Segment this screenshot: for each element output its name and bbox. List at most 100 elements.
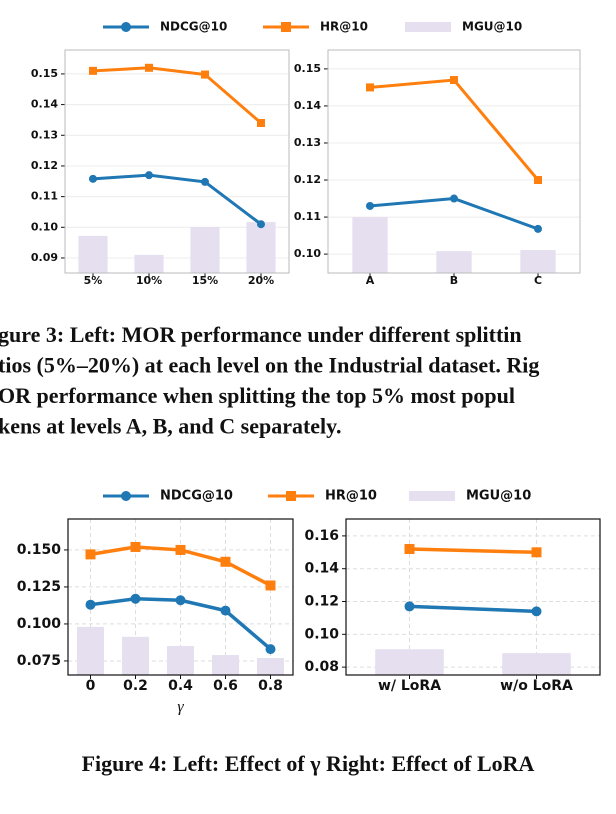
x-tick-label: 20% [248, 274, 274, 287]
marker [175, 544, 186, 555]
marker [220, 556, 231, 567]
y-tick-label: 0.11 [31, 190, 58, 203]
x-tick-label: 0 [86, 678, 96, 694]
marker [366, 201, 374, 210]
x-tick-label: C [534, 274, 542, 287]
marker [89, 66, 97, 75]
x-axis-label: γ [177, 699, 184, 716]
caption-line: kens at levels A, B, and C separately. [0, 414, 341, 439]
legend-label: HR@10 [320, 20, 368, 34]
x-tick-label: 0.6 [213, 678, 238, 694]
bar [436, 251, 472, 273]
bar [167, 645, 194, 675]
legend-marker [281, 22, 291, 32]
line [92, 173, 262, 226]
y-tick-label: 0.10 [294, 247, 321, 260]
y-tick-label: 0.10 [31, 220, 58, 233]
y-tick-label: 0.15 [294, 62, 321, 75]
caption-line: OR performance when splitting the top 5%… [0, 383, 515, 408]
caption-line: gure 3: Left: MOR performance under diff… [0, 322, 522, 347]
bar [77, 626, 104, 675]
y-tick-label: 0.11 [294, 210, 321, 223]
line [369, 197, 539, 231]
x-tick-label: B [450, 274, 458, 287]
marker [265, 644, 276, 655]
figure-4-caption: Figure 4: Left: Effect of γ Right: Effec… [82, 751, 535, 776]
marker [531, 606, 542, 617]
marker [257, 220, 265, 229]
marker [201, 70, 209, 79]
y-tick-label: 0.15 [31, 67, 58, 80]
plot-frame [327, 49, 581, 274]
marker [220, 605, 231, 616]
marker [265, 580, 276, 591]
line [92, 66, 262, 125]
legend-marker [286, 491, 296, 501]
y-tick-label: 0.14 [304, 561, 339, 577]
x-tick-label: w/o LoRA [500, 678, 573, 694]
y-tick-label: 0.16 [304, 528, 339, 544]
bar [134, 254, 164, 273]
legend-swatch [409, 491, 455, 501]
y-tick-label: 0.13 [31, 128, 58, 141]
y-tick-label: 0.10 [304, 626, 339, 642]
legend-label: MGU@10 [466, 489, 531, 504]
y-tick-label: 0.12 [304, 594, 339, 610]
plot-frame [64, 49, 290, 274]
marker [531, 547, 542, 558]
legend-swatch [405, 22, 451, 32]
bar [352, 217, 388, 273]
marker [175, 595, 186, 606]
caption-line: tios (5%–20%) at each level on the Indus… [0, 353, 539, 378]
bar [78, 235, 108, 273]
legend-label: NDCG@10 [160, 20, 227, 34]
x-tick-label: 0.4 [168, 678, 193, 694]
marker [450, 76, 458, 85]
y-tick-label: 0.14 [31, 98, 58, 111]
legend-label: HR@10 [325, 489, 377, 504]
y-tick-label: 0.150 [17, 542, 62, 558]
marker [145, 171, 153, 180]
y-tick-label: 0.08 [304, 659, 339, 675]
x-tick-label: 10% [136, 274, 162, 287]
x-tick-label: 0.2 [123, 678, 148, 694]
bar [257, 657, 284, 675]
marker [534, 224, 542, 233]
legend-label: NDCG@10 [160, 489, 233, 504]
line [409, 604, 537, 614]
marker [404, 544, 415, 555]
bar [122, 636, 149, 675]
marker [257, 119, 265, 128]
marker [130, 593, 141, 604]
marker [85, 549, 96, 560]
marker [404, 601, 415, 612]
bar [190, 226, 220, 273]
y-tick-label: 0.12 [294, 173, 321, 186]
line [409, 547, 537, 555]
x-tick-label: 0.8 [258, 678, 283, 694]
legend-label: MGU@10 [462, 20, 522, 34]
marker [366, 83, 374, 92]
marker [534, 176, 542, 185]
marker [201, 177, 209, 186]
marker [85, 599, 96, 610]
legend-marker [121, 22, 131, 32]
line [369, 78, 540, 181]
y-tick-label: 0.14 [294, 99, 321, 112]
bar [246, 222, 276, 273]
bar [375, 649, 444, 675]
marker [130, 541, 141, 552]
bar [520, 250, 556, 273]
bar [212, 655, 239, 675]
y-tick-label: 0.125 [17, 579, 61, 595]
y-tick-label: 0.12 [31, 159, 58, 172]
plot-frame [345, 518, 601, 676]
x-tick-label: 5% [84, 274, 103, 287]
y-tick-label: 0.09 [31, 251, 58, 264]
plot-frame [67, 518, 294, 676]
x-tick-label: w/ LoRA [378, 678, 441, 694]
bar [502, 653, 571, 675]
marker [450, 194, 458, 203]
y-tick-label: 0.075 [17, 653, 61, 669]
